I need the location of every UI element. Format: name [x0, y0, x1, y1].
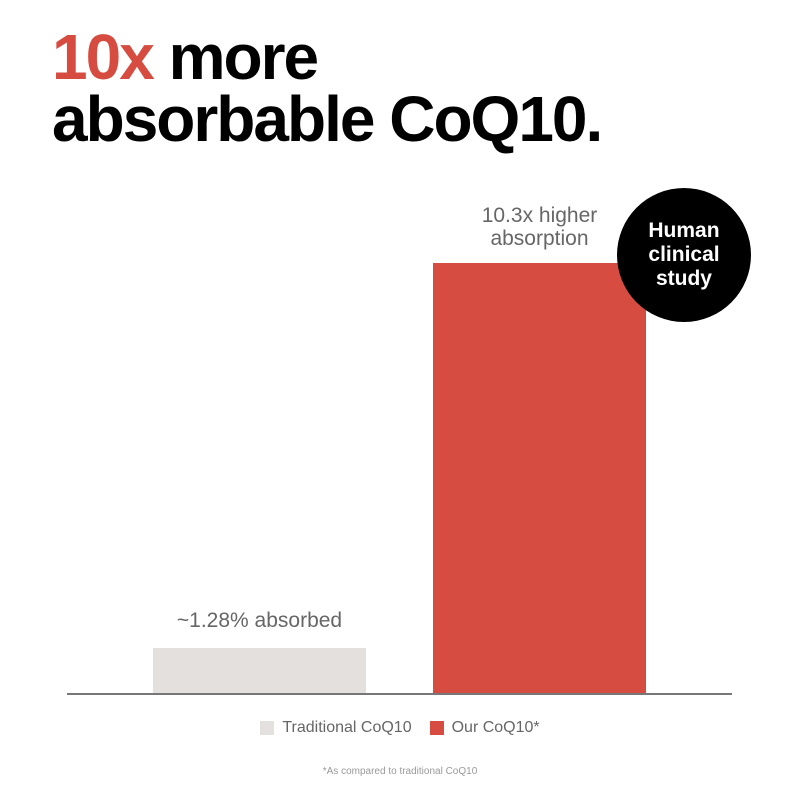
footnote: *As compared to traditional CoQ10 — [322, 766, 478, 777]
badge-line1: Human — [648, 219, 720, 242]
headline-line2: absorbable CoQ10. — [52, 83, 603, 155]
headline-line1: more — [152, 21, 320, 93]
clinical-study-badge: Human clinical study — [617, 188, 751, 322]
legend-label-traditional: Traditional CoQ10 — [282, 719, 412, 736]
traditional-bar — [153, 648, 366, 694]
badge-line2: clinical — [648, 243, 720, 266]
traditional-bar-label: ~1.28% absorbed — [176, 609, 343, 632]
our-bar-label-line1: 10.3x higher — [481, 204, 598, 227]
our-bar-label-line2: absorption — [490, 227, 589, 250]
headline-accent: 10x — [52, 21, 155, 93]
headline: 10x more absorbable CoQ10. — [52, 25, 603, 151]
legend-item-traditional: Traditional CoQ10 — [260, 719, 412, 737]
legend-swatch-ours — [429, 721, 444, 735]
our-bar — [433, 263, 646, 694]
legend-item-ours: Our CoQ10* — [429, 719, 540, 737]
legend-label-ours: Our CoQ10* — [451, 719, 540, 736]
badge-line3: study — [655, 267, 712, 290]
legend-swatch-traditional — [260, 721, 275, 735]
legend: Traditional CoQ10 Our CoQ10* — [0, 719, 800, 737]
our-bar-label: 10.3x higher absorption — [433, 204, 646, 250]
x-axis-baseline — [67, 693, 732, 695]
